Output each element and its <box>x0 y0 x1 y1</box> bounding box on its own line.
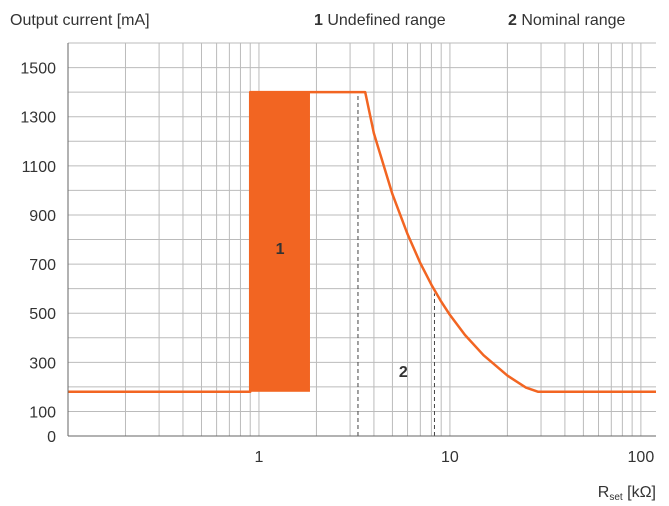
y-tick-label: 700 <box>29 257 56 274</box>
y-tick-label: 100 <box>29 404 56 421</box>
y-tick-label: 1500 <box>20 61 56 78</box>
x-tick-label: 10 <box>441 449 459 466</box>
x-tick-label: 100 <box>628 449 655 466</box>
x-tick-label: 1 <box>255 449 264 466</box>
grid <box>68 42 656 436</box>
legend-text-1: Undefined range <box>323 12 446 29</box>
y-tick-label: 1100 <box>22 159 57 176</box>
output-current-curve <box>68 90 656 394</box>
x-axis-label-main: R <box>598 484 610 501</box>
y-tick-labels: 0 100 300 500 700 900 1100 1300 1500 <box>20 61 56 446</box>
undefined-range-region <box>250 92 310 392</box>
x-axis-label-unit: [kΩ] <box>623 484 656 501</box>
x-axis-label-sub: set <box>609 492 623 503</box>
y-tick-label: 500 <box>29 306 56 323</box>
legend-number-2: 2 <box>508 12 517 29</box>
axes <box>67 43 656 437</box>
legend-number-1: 1 <box>314 12 323 29</box>
x-tick-labels: 1 10 100 <box>255 449 655 466</box>
y-tick-label: 300 <box>29 355 56 372</box>
legend-item-undefined: 1 Undefined range <box>314 12 446 29</box>
x-axis-label: Rset [kΩ] <box>598 484 656 503</box>
y-axis-label: Output current [mA] <box>10 12 150 29</box>
dashed-reference-lines <box>357 92 435 436</box>
y-tick-label: 1300 <box>20 110 56 127</box>
region-label-2: 2 <box>399 364 408 381</box>
legend-text-2: Nominal range <box>517 12 626 29</box>
y-tick-label: 0 <box>47 429 56 446</box>
legend-item-nominal: 2 Nominal range <box>508 12 626 29</box>
region-label-1: 1 <box>276 241 285 258</box>
y-tick-label: 900 <box>29 208 56 225</box>
